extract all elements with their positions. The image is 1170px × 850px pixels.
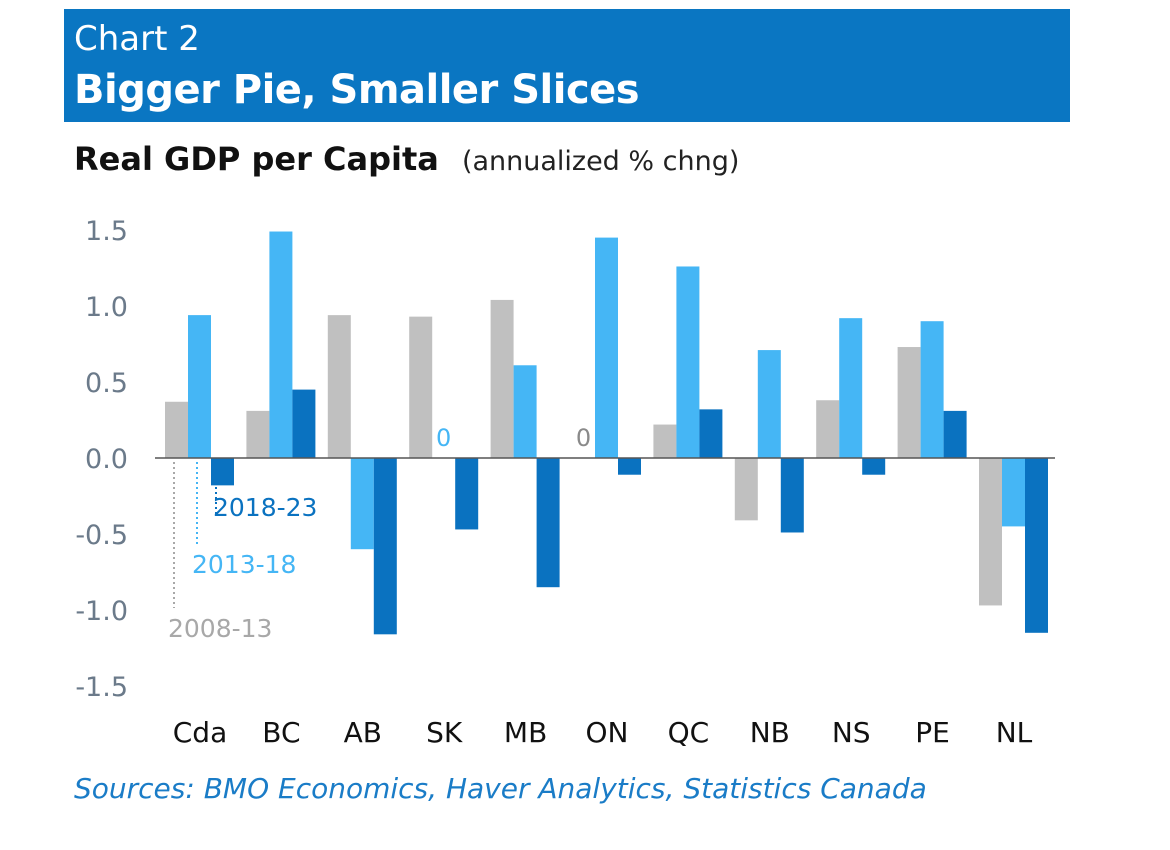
bar-bc-2013-18 (269, 231, 293, 458)
legend-label: 2013-18 (192, 550, 296, 579)
bar-mb-2013-18 (513, 365, 537, 458)
chart-unit: (annualized % chng) (461, 146, 740, 177)
zero-value-label: 0 (576, 424, 591, 452)
bar-bc-2008-13 (246, 410, 270, 458)
chart-title: Real GDP per Capita (74, 140, 439, 178)
bar-cda-2008-13 (165, 401, 188, 458)
x-tick-label: NB (750, 716, 790, 749)
bar-nl-2013-18 (1002, 458, 1025, 527)
bar-sk-2008-13 (409, 316, 433, 458)
x-tick-label: NS (832, 716, 871, 749)
bar-pe-2013-18 (920, 321, 944, 458)
y-tick-label: -0.5 (75, 520, 128, 551)
bar-on-2013-18 (595, 237, 618, 458)
bar-ns-2013-18 (839, 318, 863, 458)
bar-sk-2018-23 (455, 458, 479, 530)
y-tick-label: 0.5 (85, 368, 128, 399)
source-note: Sources: BMO Economics, Haver Analytics,… (74, 772, 927, 805)
bar-nb-2013-18 (757, 350, 781, 458)
legend-label: 2008-13 (168, 614, 272, 643)
zero-value-label: 0 (436, 424, 451, 452)
y-tick-label: -1.5 (75, 672, 128, 703)
bar-cda-2013-18 (188, 315, 211, 458)
x-tick-label: NL (996, 716, 1033, 749)
bar-nb-2018-23 (780, 458, 804, 533)
bar-qc-2018-23 (699, 409, 723, 458)
bar-qc-2008-13 (653, 424, 677, 458)
x-tick-label: ON (586, 716, 629, 749)
bar-pe-2018-23 (943, 410, 967, 458)
x-tick-label: AB (344, 716, 382, 749)
chart-header-banner: Chart 2 Bigger Pie, Smaller Slices (64, 9, 1070, 122)
bar-nl-2008-13 (979, 458, 1002, 606)
x-tick-label: QC (668, 716, 710, 749)
chart-headline: Bigger Pie, Smaller Slices (74, 67, 640, 113)
bar-mb-2018-23 (536, 458, 560, 588)
chart-number: Chart 2 (74, 19, 200, 59)
bar-nb-2008-13 (734, 458, 758, 521)
bar-chart: 1.5 1.0 0.5 0.0 -0.5 -1.0 -1.5 Cda BC AB SK MB ON QC N… (75, 216, 1055, 749)
x-tick-label: PE (915, 716, 950, 749)
y-tick-label: 0.0 (85, 444, 128, 475)
y-tick-label: 1.5 (85, 216, 128, 247)
bar-ns-2018-23 (862, 458, 886, 475)
bar-bc-2018-23 (292, 389, 316, 458)
bar-ab-2008-13 (327, 315, 351, 458)
bar-mb-2008-13 (490, 299, 514, 458)
bar-qc-2013-18 (676, 266, 700, 458)
bar-ab-2013-18 (350, 458, 374, 550)
x-tick-label: MB (504, 716, 547, 749)
bar-on-2018-23 (618, 458, 641, 475)
legend-label: 2018-23 (213, 493, 317, 522)
x-tick-label: BC (262, 716, 300, 749)
y-tick-label: 1.0 (85, 292, 128, 323)
x-tick-label: Cda (173, 716, 227, 749)
chart-subtitle: Real GDP per Capita (annualized % chng) (74, 140, 739, 178)
bar-ns-2008-13 (816, 400, 840, 458)
bar-nl-2018-23 (1025, 458, 1048, 633)
x-tick-label: SK (426, 716, 463, 749)
bar-pe-2008-13 (897, 347, 921, 458)
bar-ab-2018-23 (373, 458, 397, 635)
bar-cda-2018-23 (211, 458, 234, 486)
y-tick-label: -1.0 (75, 596, 128, 627)
